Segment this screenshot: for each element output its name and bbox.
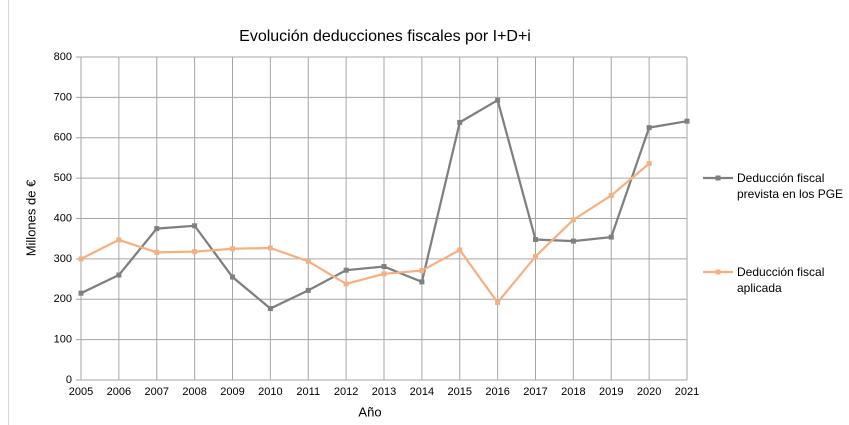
x-tick-label: 2010 <box>258 386 282 398</box>
y-axis-label: Millones de € <box>23 179 38 256</box>
data-point <box>646 161 652 167</box>
data-point <box>154 249 160 255</box>
data-point <box>192 223 198 229</box>
y-tick-label: 300 <box>54 253 72 265</box>
y-tick-label: 800 <box>54 51 72 63</box>
x-axis-label: Año <box>358 404 381 419</box>
data-point <box>78 256 84 262</box>
data-point <box>570 238 576 244</box>
y-tick-label: 200 <box>54 293 72 305</box>
x-tick-label: 2005 <box>69 386 93 398</box>
x-tick-label: 2021 <box>675 386 699 398</box>
data-point <box>457 119 463 125</box>
x-tick-label: 2020 <box>637 386 661 398</box>
x-tick-label: 2008 <box>182 386 206 398</box>
data-point <box>608 234 614 240</box>
legend-label: Deducción fiscal aplicada <box>737 265 825 295</box>
x-tick-label: 2015 <box>448 386 472 398</box>
x-tick-label: 2007 <box>145 386 169 398</box>
data-point <box>154 226 160 232</box>
data-point <box>533 236 538 242</box>
data-point <box>267 306 273 312</box>
data-point <box>419 279 425 285</box>
chart-title: Evolución deducciones fiscales por I+D+i <box>239 28 531 45</box>
chart-border <box>8 0 9 425</box>
data-point <box>570 217 576 223</box>
data-point <box>267 245 273 251</box>
data-point <box>305 287 311 293</box>
data-point <box>78 290 84 296</box>
x-tick-label: 2014 <box>410 386 434 398</box>
data-point <box>343 281 349 287</box>
data-point <box>684 118 690 124</box>
data-point <box>230 246 235 252</box>
x-tick-label: 2006 <box>107 386 131 398</box>
data-point <box>495 299 501 305</box>
data-point <box>230 274 235 280</box>
data-point <box>343 267 349 273</box>
data-point <box>608 192 614 198</box>
y-tick-label: 600 <box>54 132 72 144</box>
legend-label: Deducción fiscal prevista en los PGE <box>737 171 844 201</box>
x-tick-label: 2013 <box>372 386 396 398</box>
data-point <box>533 253 538 259</box>
data-point <box>381 271 387 277</box>
x-tick-label: 2009 <box>220 386 244 398</box>
data-point <box>305 258 311 264</box>
series-line <box>80 162 650 305</box>
data-point <box>495 97 501 103</box>
x-tick-label: 2019 <box>599 386 623 398</box>
data-point <box>381 264 387 270</box>
y-tick-label: 0 <box>66 374 72 386</box>
x-tick-label: 2017 <box>523 386 547 398</box>
data-point <box>116 272 122 278</box>
data-point <box>116 237 122 243</box>
data-point <box>646 125 652 131</box>
y-tick-label: 400 <box>54 212 72 224</box>
data-point <box>419 268 425 274</box>
y-tick-label: 500 <box>54 172 72 184</box>
y-tick-label: 100 <box>54 334 72 346</box>
data-point <box>457 247 463 253</box>
x-tick-label: 2018 <box>561 386 585 398</box>
legend-marker <box>715 269 721 275</box>
data-point <box>192 249 198 255</box>
x-tick-label: 2011 <box>296 386 320 398</box>
x-tick-label: 2012 <box>334 386 358 398</box>
y-tick-label: 700 <box>54 91 72 103</box>
legend-marker <box>715 175 721 181</box>
x-tick-label: 2016 <box>485 386 509 398</box>
